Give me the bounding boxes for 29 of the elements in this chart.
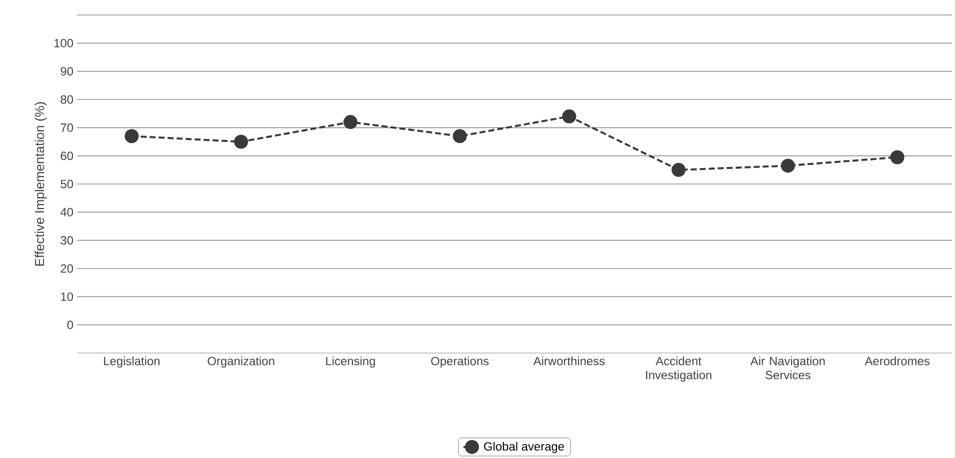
point — [672, 162, 686, 177]
point — [890, 150, 904, 164]
x-tick-label: Organization — [208, 356, 274, 368]
y-tick-label: 90 — [60, 67, 74, 76]
x-tick-label: Legislation — [104, 356, 160, 368]
point — [234, 134, 248, 149]
y-tick-label: 80 — [60, 95, 74, 104]
point — [452, 129, 467, 144]
x-tick-label: Aerodromes — [864, 356, 930, 366]
y-tick-label: 30 — [60, 236, 74, 245]
legend-label: Global average — [484, 442, 564, 454]
point — [562, 109, 576, 124]
x-tick-label: Air Navigation Services — [750, 356, 825, 380]
y-tick-label: 10 — [61, 292, 74, 301]
y-tick-label: 60 — [60, 152, 74, 160]
y-tick-label: 100 — [54, 38, 74, 48]
y-tick-label: 70 — [60, 123, 74, 132]
x-tick-label: Licensing — [326, 356, 375, 368]
y-tick-label: 0 — [67, 320, 74, 330]
y-tick-label: 50 — [60, 180, 74, 188]
x-tick-label: Operations — [431, 356, 489, 368]
y-axis-title: Effective Implementation (%) — [34, 102, 47, 266]
x-tick-label: Accident Investigation — [646, 356, 712, 382]
point — [343, 115, 358, 130]
y-tick-label: 40 — [60, 208, 74, 216]
y-tick-label: 20 — [60, 264, 74, 273]
point — [124, 129, 139, 144]
x-tick-label: Airworthiness — [533, 356, 605, 366]
point — [780, 158, 795, 173]
